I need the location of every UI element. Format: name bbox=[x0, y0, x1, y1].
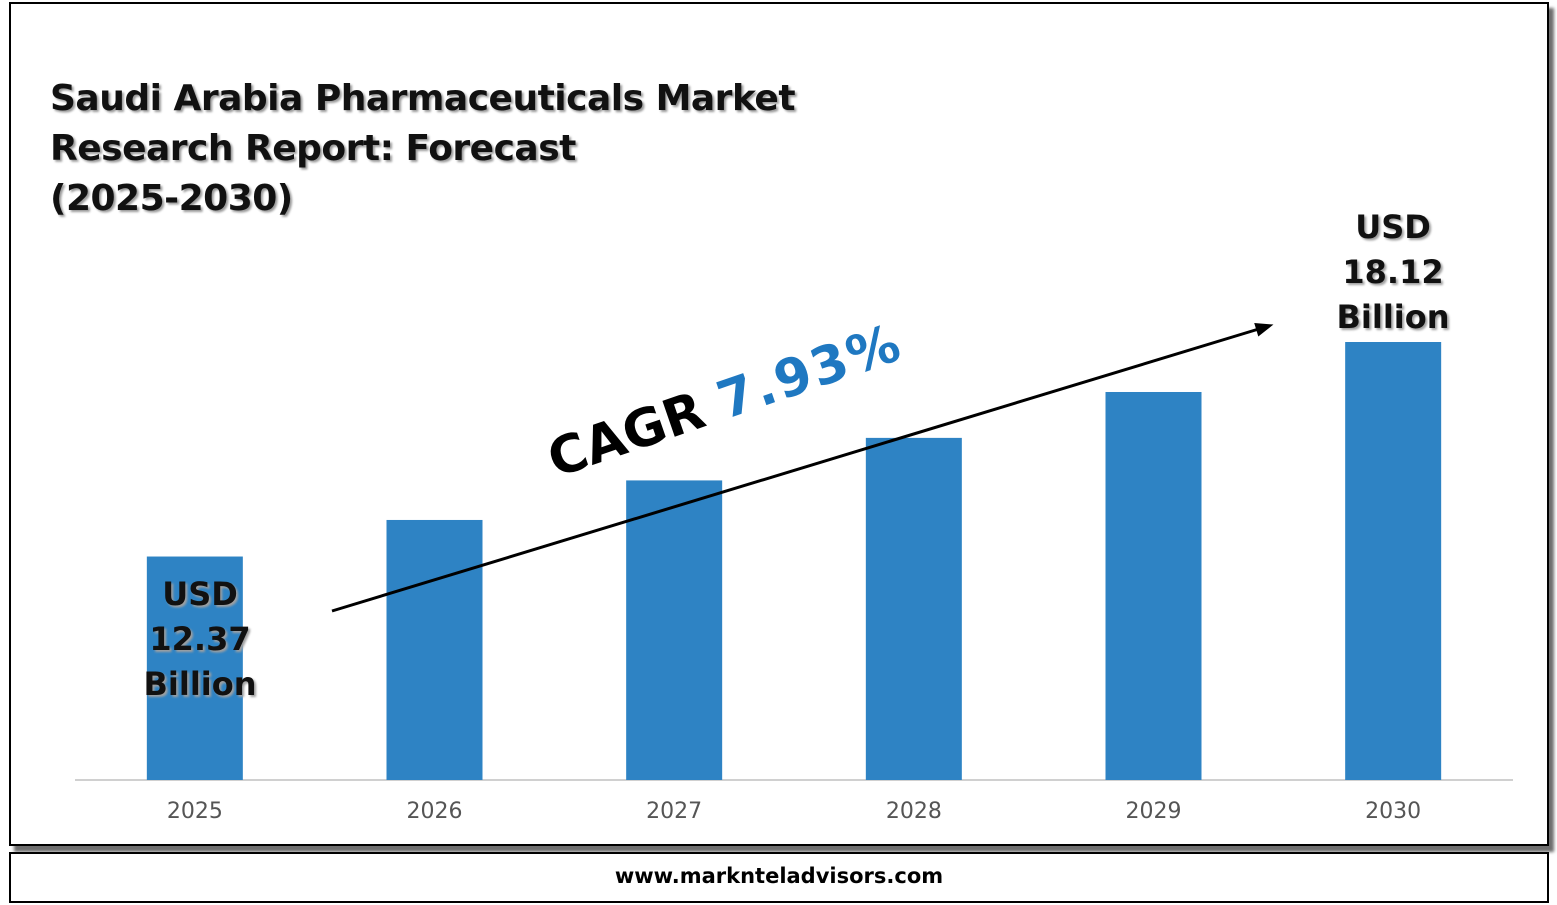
bar-2025 bbox=[146, 556, 243, 780]
bar-2027 bbox=[626, 480, 723, 780]
end-label-unit: Billion bbox=[1336, 298, 1450, 336]
end-label-value: 18.12 bbox=[1342, 253, 1444, 291]
bar-2028 bbox=[865, 437, 962, 780]
cagr-arrow-head bbox=[1254, 323, 1274, 337]
chart-frame bbox=[9, 2, 1549, 846]
end-value-label: USD 18.12 Billion bbox=[1318, 205, 1468, 340]
x-tick-label-2030: 2030 bbox=[1365, 799, 1421, 824]
bar-2030 bbox=[1345, 342, 1442, 780]
x-tick-label-2029: 2029 bbox=[1126, 799, 1182, 824]
footer-url: www.marknteladvisors.com bbox=[614, 864, 944, 888]
start-label-currency: USD bbox=[162, 575, 238, 613]
x-tick-label-2025: 2025 bbox=[167, 799, 223, 824]
chart-title: Saudi Arabia Pharmaceuticals Market Rese… bbox=[50, 78, 796, 219]
x-tick-label-2026: 2026 bbox=[407, 799, 463, 824]
end-label-currency: USD bbox=[1355, 208, 1431, 246]
start-label-value: 12.37 bbox=[149, 620, 251, 658]
start-value-label: USD 12.37 Billion bbox=[125, 572, 275, 707]
x-tick-label-2027: 2027 bbox=[646, 799, 702, 824]
footer: www.marknteladvisors.com bbox=[9, 852, 1549, 903]
cagr-trend-arrow bbox=[331, 326, 1263, 613]
bar-2026 bbox=[386, 519, 483, 780]
x-tick-label-2028: 2028 bbox=[886, 799, 942, 824]
bar-2029 bbox=[1105, 391, 1202, 780]
start-label-unit: Billion bbox=[143, 665, 257, 703]
